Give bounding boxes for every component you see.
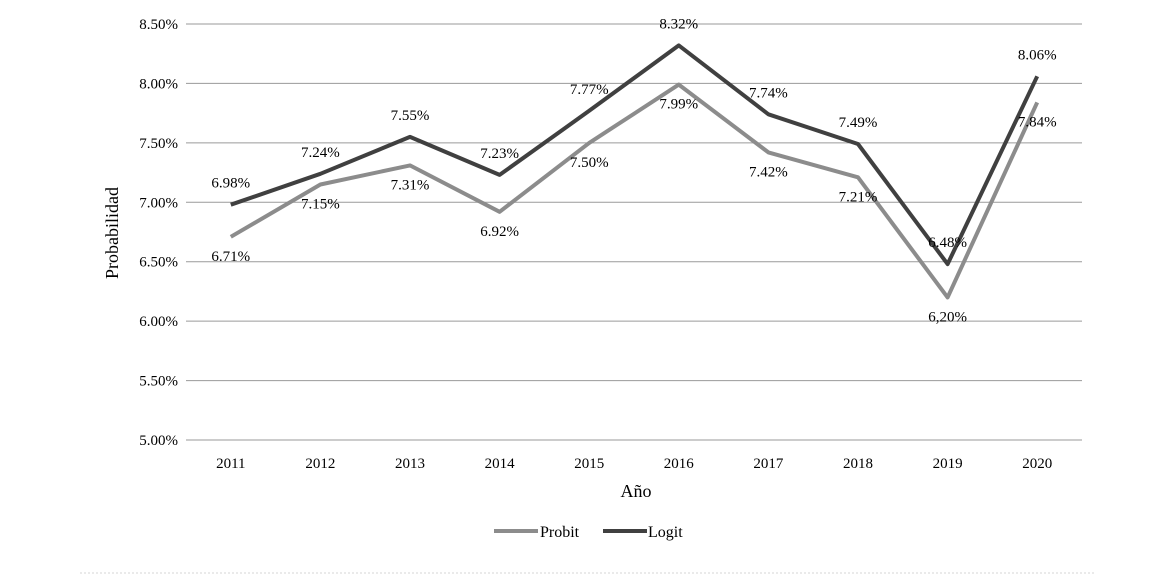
- x-tick-label: 2012: [305, 456, 335, 472]
- x-tick-label: 2019: [933, 456, 963, 472]
- data-label-probit: 6.71%: [211, 249, 250, 265]
- data-label-probit: 6,20%: [928, 309, 967, 325]
- data-label-logit: 7.49%: [839, 115, 878, 131]
- x-axis-ticks: 2011 2012 2013 2014 2015 2016 2017 2018 2019 2020: [216, 456, 1052, 472]
- legend: Probit Logit: [494, 524, 683, 541]
- legend-label-logit: Logit: [648, 524, 683, 541]
- x-tick-label: 2020: [1022, 456, 1052, 472]
- data-label-logit: 6.98%: [211, 176, 250, 192]
- y-tick-label: 5.50%: [139, 374, 178, 390]
- x-tick-label: 2015: [574, 456, 604, 472]
- x-tick-label: 2017: [753, 456, 784, 472]
- data-label-logit: 7.24%: [301, 145, 340, 161]
- data-label-probit: 7.21%: [839, 189, 878, 205]
- y-tick-label: 6.00%: [139, 314, 178, 330]
- data-label-logit: 7.74%: [749, 85, 788, 101]
- x-tick-label: 2011: [216, 456, 245, 472]
- data-label-probit: 7.31%: [391, 177, 430, 193]
- data-label-logit: 8.32%: [659, 16, 698, 32]
- data-label-probit: 7.50%: [570, 155, 609, 171]
- data-label-logit: 7.55%: [391, 108, 430, 124]
- data-label-logit: 6.48%: [928, 235, 967, 251]
- data-label-logit: 7.23%: [480, 146, 519, 162]
- series-lines: [229, 43, 1040, 300]
- x-tick-label: 2014: [485, 456, 516, 472]
- data-label-probit: 7.42%: [749, 164, 788, 180]
- x-tick-label: 2016: [664, 456, 695, 472]
- x-axis-title: Año: [621, 481, 652, 501]
- y-tick-label: 6.50%: [139, 255, 178, 271]
- data-label-logit: 7.77%: [570, 82, 609, 98]
- data-label-logit: 8.06%: [1018, 47, 1057, 63]
- y-tick-label: 8.50%: [139, 17, 178, 33]
- legend-label-probit: Probit: [540, 524, 580, 541]
- data-label-probit: 6.92%: [480, 224, 519, 240]
- data-label-probit: 7.84%: [1018, 114, 1057, 130]
- data-label-probit: 7.99%: [659, 97, 698, 113]
- y-tick-label: 8.00%: [139, 76, 178, 92]
- y-tick-label: 7.50%: [139, 136, 178, 152]
- y-tick-label: 7.00%: [139, 195, 178, 211]
- data-labels: 6.71% 7.15% 7.31% 6.92% 7.50% 7.99% 7.42% 7.21%…: [211, 16, 1056, 325]
- x-tick-label: 2013: [395, 456, 425, 472]
- x-tick-label: 2018: [843, 456, 873, 472]
- series-line-logit: [230, 43, 1040, 267]
- y-tick-label: 5.00%: [139, 433, 178, 449]
- series-line-probit: [229, 82, 1040, 300]
- y-axis-title: Probabilidad: [102, 187, 122, 279]
- gridlines: [186, 23, 1082, 441]
- y-axis-ticks: 5.00% 5.50% 6.00% 6.50% 7.00% 7.50% 8.00% 8.50%: [139, 17, 178, 449]
- data-label-probit: 7.15%: [301, 196, 340, 212]
